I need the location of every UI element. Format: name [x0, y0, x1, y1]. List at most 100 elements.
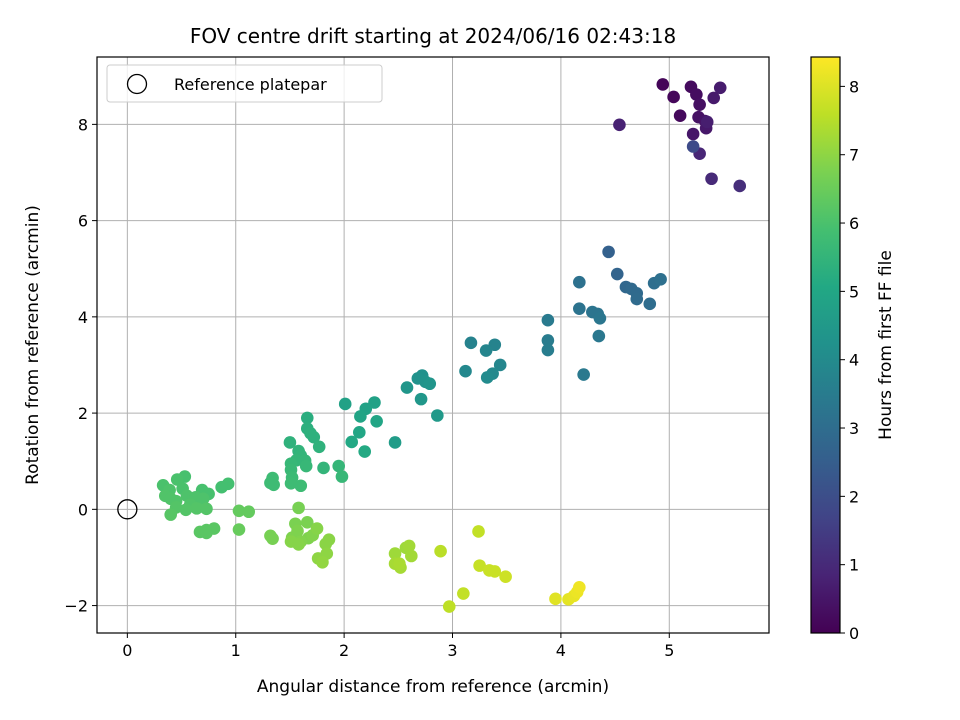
data-point [292, 538, 305, 551]
data-point [610, 267, 624, 281]
data-point [242, 505, 256, 519]
data-point [630, 292, 644, 306]
data-point [196, 492, 210, 506]
y-tick-label: 4 [78, 308, 88, 327]
y-tick-label: 2 [78, 404, 88, 423]
y-tick-label: 0 [78, 500, 88, 519]
data-point [573, 302, 586, 315]
data-point [541, 343, 555, 357]
data-point [480, 371, 494, 384]
data-point [431, 409, 444, 422]
legend-box [106, 64, 383, 103]
data-point [693, 98, 706, 111]
data-point [317, 461, 330, 475]
x-tick-label: 4 [556, 641, 566, 660]
data-point [232, 504, 246, 518]
y-tick-label: 8 [78, 115, 88, 134]
colorbar-tick-label: 6 [849, 214, 859, 233]
data-point [459, 364, 472, 378]
y-axis-label: Rotation from reference (arcmin) [23, 205, 43, 485]
colorbar [810, 56, 841, 634]
data-point [332, 459, 346, 473]
data-point [179, 503, 193, 517]
data-point [345, 435, 359, 449]
colorbar-tick-label: 0 [849, 624, 859, 643]
data-point [493, 358, 507, 372]
data-point [307, 430, 321, 444]
data-point [549, 592, 562, 606]
data-point [310, 522, 324, 535]
data-point [368, 396, 381, 409]
data-point [319, 537, 332, 551]
data-point [283, 436, 297, 449]
x-tick-label: 0 [122, 641, 132, 660]
data-point [423, 377, 437, 391]
plot-area [97, 57, 769, 633]
colorbar-tick-label: 5 [849, 282, 859, 301]
data-point [354, 410, 367, 423]
data-point [264, 476, 277, 490]
colorbar-label: Hours from first FF file [876, 250, 896, 440]
data-point [300, 411, 314, 425]
data-point [654, 273, 667, 286]
data-point [713, 81, 727, 95]
data-point [690, 88, 703, 101]
x-axis-label: Angular distance from reference (arcmin) [257, 677, 609, 697]
data-point [707, 91, 721, 105]
data-point [388, 547, 402, 560]
colorbar-tick-label: 4 [849, 351, 859, 370]
colorbar-tick-label: 2 [849, 487, 859, 506]
data-point [170, 473, 184, 486]
data-point [700, 115, 714, 129]
data-point [316, 555, 329, 569]
data-point [266, 532, 279, 545]
x-tick-label: 3 [447, 641, 457, 660]
data-point [573, 580, 586, 594]
data-point [402, 539, 416, 553]
data-point [673, 109, 687, 123]
data-point [479, 344, 493, 357]
data-point [602, 245, 615, 259]
data-point [294, 479, 308, 493]
data-point [292, 501, 305, 515]
legend-reference-marker [126, 73, 148, 95]
data-point [593, 311, 607, 325]
data-point [643, 297, 657, 311]
y-tick-label: 6 [78, 212, 88, 231]
data-point [190, 502, 204, 515]
data-point [541, 334, 555, 347]
data-point [473, 559, 486, 572]
y-tick-label: −2 [64, 597, 88, 616]
data-point [733, 179, 747, 193]
data-point [300, 516, 314, 529]
data-point [472, 525, 485, 538]
colorbar-ticks: 0 1 2 3 4 5 6 7 8 [840, 77, 859, 643]
data-point [488, 565, 502, 578]
data-point [686, 140, 700, 153]
data-point [358, 445, 372, 458]
reference-platepar-marker [117, 499, 138, 520]
data-point [405, 549, 418, 563]
data-point [388, 436, 402, 449]
reference-marker-group [117, 499, 138, 520]
colorbar-tick-label: 3 [849, 419, 859, 438]
data-point [232, 523, 246, 536]
x-tick-label: 2 [339, 641, 349, 660]
data-point [393, 557, 406, 571]
colorbar-tick-label: 7 [849, 146, 859, 165]
data-point [686, 127, 700, 141]
data-point [541, 313, 555, 327]
data-point [312, 440, 326, 454]
colorbar-tick-label: 8 [849, 77, 859, 96]
data-point [573, 275, 586, 289]
data-point [200, 526, 213, 540]
chart-title: FOV centre drift starting at 2024/06/16 … [190, 24, 676, 48]
data-point [400, 381, 414, 394]
data-point [414, 392, 428, 406]
data-point [434, 544, 447, 558]
x-tick-label: 1 [231, 641, 241, 660]
data-point [215, 480, 228, 494]
data-point [335, 470, 349, 483]
data-point [457, 587, 470, 600]
